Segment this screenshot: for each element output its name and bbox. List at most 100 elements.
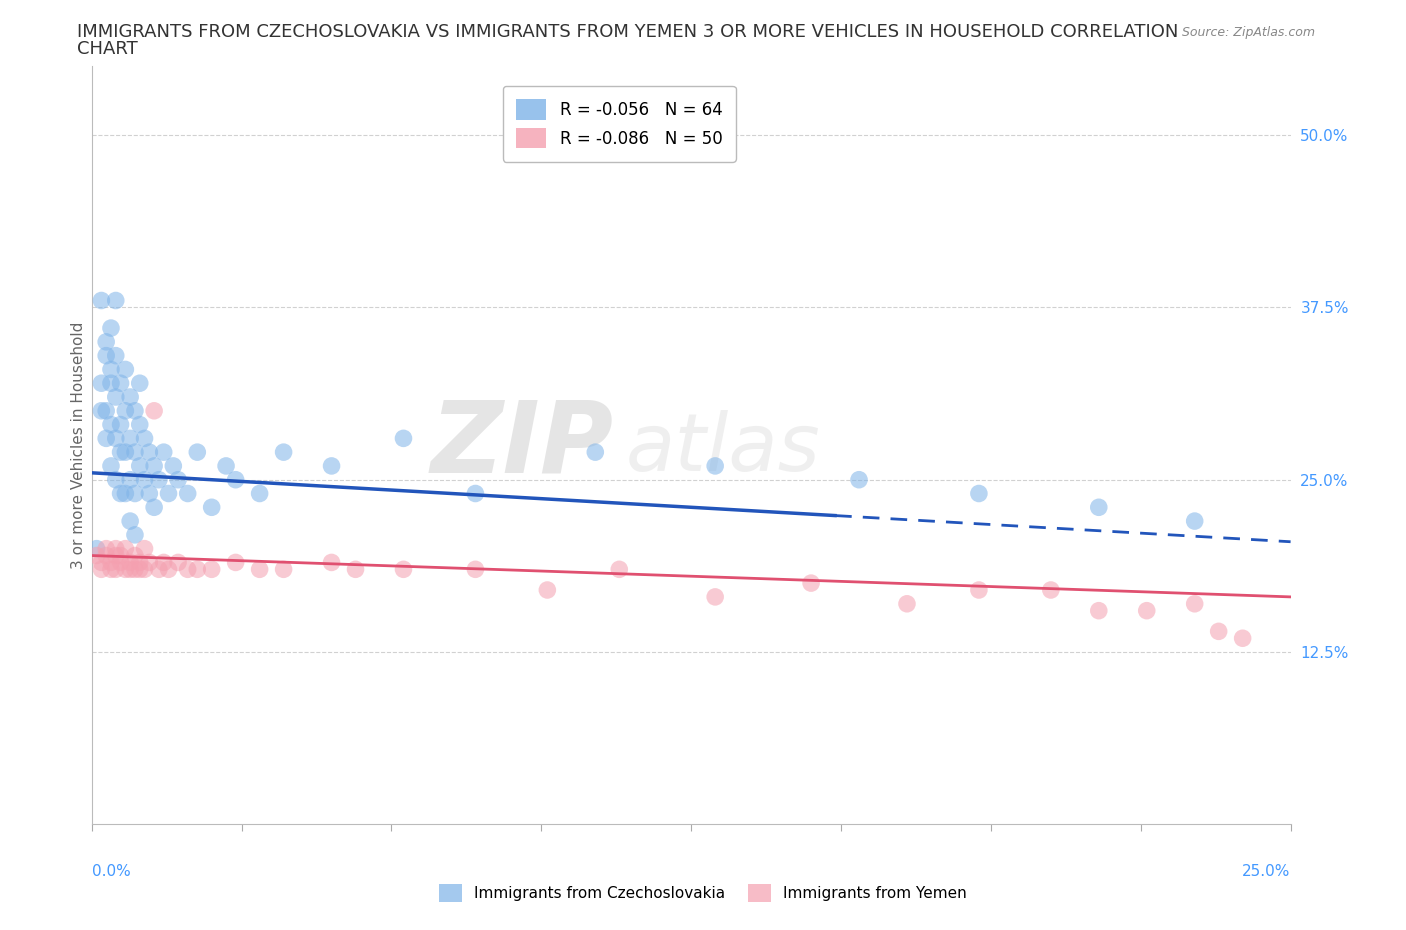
Point (100, 376, 122, 391)
Point (114, 404, 136, 418)
Point (120, 562, 142, 577)
Point (583, 445, 606, 459)
Point (114, 362, 136, 377)
Point (104, 390, 127, 405)
Point (100, 458, 122, 473)
Point (1088, 604, 1111, 618)
Point (104, 472, 127, 487)
Point (96, 348, 118, 363)
Point (128, 376, 150, 391)
Point (120, 555, 142, 570)
Point (110, 445, 132, 459)
Point (392, 431, 415, 445)
Point (124, 548, 146, 563)
Point (157, 562, 180, 577)
Point (120, 513, 142, 528)
Point (128, 562, 150, 577)
Point (110, 376, 132, 391)
Point (1208, 624, 1230, 639)
Point (176, 562, 198, 577)
Point (120, 431, 142, 445)
Point (124, 486, 146, 501)
Point (138, 445, 160, 459)
Point (96, 431, 118, 445)
Point (249, 562, 271, 577)
Point (176, 486, 198, 501)
Point (148, 472, 170, 487)
Point (273, 445, 295, 459)
Text: atlas: atlas (626, 410, 820, 488)
Point (104, 541, 127, 556)
Point (110, 555, 132, 570)
Point (86, 548, 108, 563)
Point (120, 390, 142, 405)
Point (110, 548, 132, 563)
Legend: R = -0.056   N = 64, R = -0.086   N = 50: R = -0.056 N = 64, R = -0.086 N = 50 (503, 86, 735, 162)
Point (607, 562, 630, 577)
Point (90, 404, 112, 418)
Point (120, 472, 142, 487)
Text: Source: ZipAtlas.com: Source: ZipAtlas.com (1181, 26, 1315, 39)
Point (104, 293, 127, 308)
Point (104, 348, 127, 363)
Point (1136, 604, 1159, 618)
Y-axis label: 3 or more Vehicles in Household: 3 or more Vehicles in Household (72, 322, 86, 569)
Point (157, 486, 180, 501)
Point (536, 582, 558, 597)
Point (848, 472, 870, 487)
Point (249, 486, 271, 501)
Point (114, 541, 136, 556)
Legend: Immigrants from Czechoslovakia, Immigrants from Yemen: Immigrants from Czechoslovakia, Immigran… (433, 878, 973, 909)
Point (167, 472, 190, 487)
Point (90, 555, 112, 570)
Text: CHART: CHART (77, 40, 138, 58)
Point (464, 562, 486, 577)
Point (143, 458, 166, 473)
Point (100, 321, 122, 336)
Point (134, 541, 156, 556)
Point (704, 590, 727, 604)
Point (90, 562, 112, 577)
Point (104, 431, 127, 445)
Point (128, 418, 150, 432)
Point (100, 555, 122, 570)
Point (967, 486, 990, 501)
Point (96, 404, 118, 418)
Point (148, 562, 170, 577)
Point (152, 445, 174, 459)
Point (124, 527, 146, 542)
Point (201, 562, 224, 577)
Point (110, 418, 132, 432)
Point (104, 562, 127, 577)
Text: IMMIGRANTS FROM CZECHOSLOVAKIA VS IMMIGRANTS FROM YEMEN 3 OR MORE VEHICLES IN HO: IMMIGRANTS FROM CZECHOSLOVAKIA VS IMMIGR… (77, 23, 1178, 41)
Point (128, 555, 150, 570)
Point (162, 458, 184, 473)
Point (152, 555, 174, 570)
Point (273, 562, 295, 577)
Point (1184, 596, 1206, 611)
Point (90, 293, 112, 308)
Point (201, 499, 224, 514)
Point (896, 596, 918, 611)
Point (110, 486, 132, 501)
Point (114, 562, 136, 577)
Point (143, 404, 166, 418)
Point (464, 486, 486, 501)
Point (1039, 582, 1062, 597)
Point (1232, 631, 1254, 645)
Point (104, 548, 127, 563)
Point (96, 541, 118, 556)
Point (124, 562, 146, 577)
Point (86, 541, 108, 556)
Point (114, 445, 136, 459)
Point (143, 499, 166, 514)
Point (134, 472, 156, 487)
Point (134, 431, 156, 445)
Point (96, 335, 118, 350)
Point (138, 486, 160, 501)
Point (100, 562, 122, 577)
Point (128, 458, 150, 473)
Point (967, 582, 990, 597)
Text: ZIP: ZIP (430, 397, 613, 494)
Point (186, 445, 208, 459)
